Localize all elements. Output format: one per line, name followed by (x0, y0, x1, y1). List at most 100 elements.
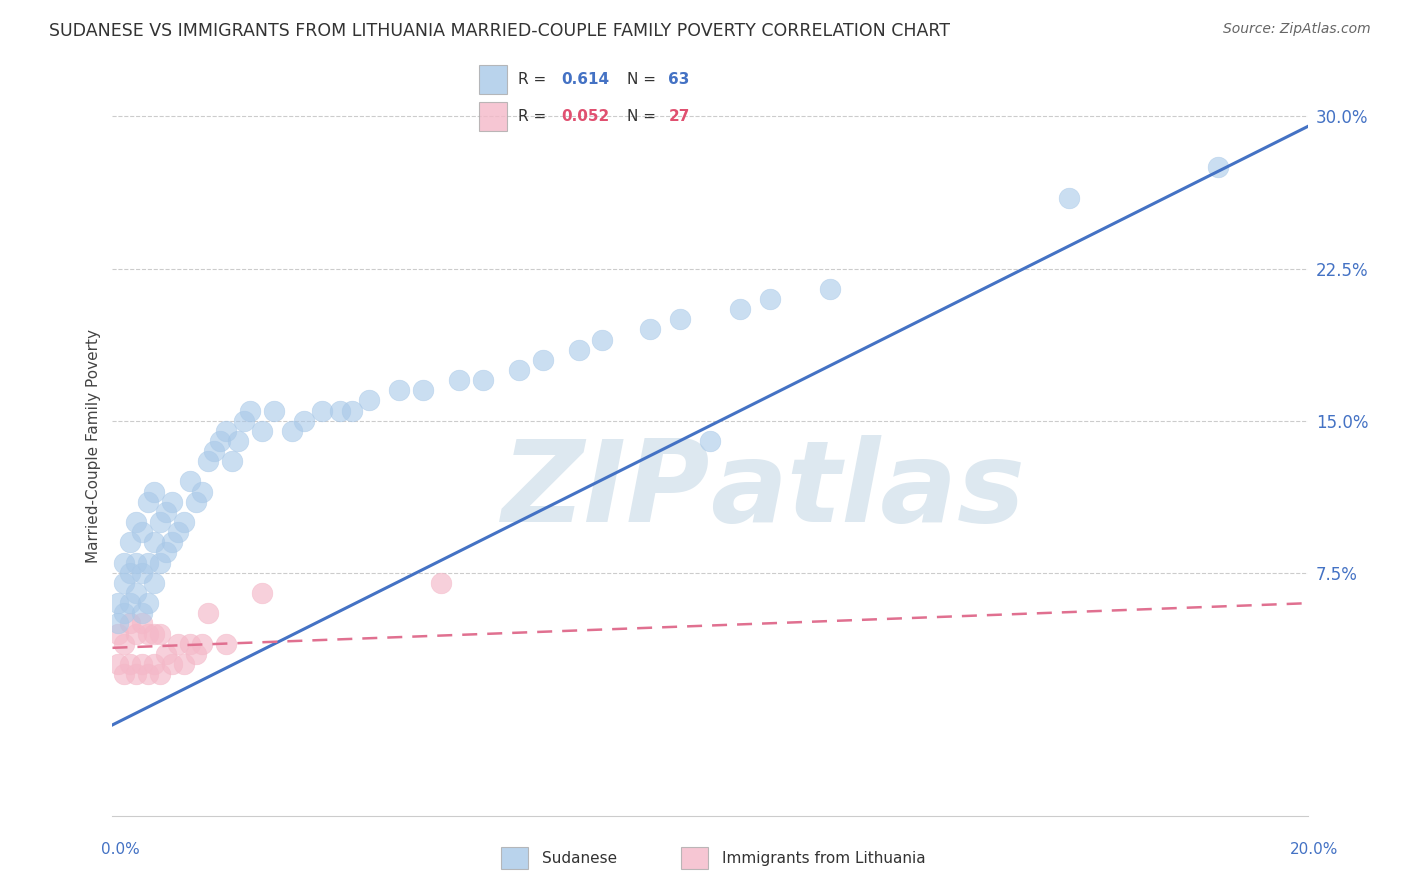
Point (263, 403, 285, 417)
Point (215, 637, 238, 651)
Text: 63: 63 (668, 72, 690, 87)
Point (120, 596, 142, 610)
Point (114, 607, 135, 621)
Point (179, 637, 201, 651)
Point (669, 312, 692, 326)
Y-axis label: Married-Couple Family Poverty: Married-Couple Family Poverty (86, 329, 101, 563)
Point (191, 484, 214, 499)
Point (359, 393, 381, 408)
Point (186, 647, 208, 661)
Point (143, 535, 166, 549)
Point (138, 556, 160, 570)
Point (250, 424, 273, 438)
Bar (479, 65, 506, 95)
Point (162, 535, 183, 549)
Text: R =: R = (517, 72, 551, 87)
Point (114, 637, 135, 651)
Point (107, 616, 129, 631)
Point (114, 575, 135, 590)
Point (281, 424, 304, 438)
Point (472, 373, 495, 387)
Text: SUDANESE VS IMMIGRANTS FROM LITHUANIA MARRIED-COUPLE FAMILY POVERTY CORRELATION : SUDANESE VS IMMIGRANTS FROM LITHUANIA MA… (49, 22, 950, 40)
Point (125, 626, 148, 640)
Text: Source: ZipAtlas.com: Source: ZipAtlas.com (1223, 22, 1371, 37)
Point (173, 657, 195, 671)
Point (592, 333, 614, 347)
Point (107, 657, 129, 671)
Point (179, 475, 201, 489)
Point (531, 352, 554, 367)
Point (131, 607, 153, 621)
Bar (479, 103, 506, 131)
Point (138, 596, 160, 610)
Point (120, 657, 142, 671)
Point (120, 616, 142, 631)
Point (191, 637, 214, 651)
Point (759, 292, 782, 306)
Text: R =: R = (517, 109, 551, 124)
Point (107, 626, 129, 640)
Point (162, 657, 183, 671)
Point (329, 403, 352, 417)
Point (138, 495, 160, 509)
Text: atlas: atlas (710, 435, 1025, 546)
Point (197, 607, 219, 621)
Point (226, 434, 249, 448)
Point (149, 556, 172, 570)
Point (202, 444, 225, 458)
Point (250, 586, 273, 600)
Point (138, 626, 160, 640)
Point (131, 525, 153, 540)
Point (120, 566, 142, 580)
Point (728, 302, 751, 317)
Text: 0.614: 0.614 (561, 72, 610, 87)
Point (1057, 190, 1080, 204)
Text: N =: N = (627, 109, 661, 124)
Text: 0.052: 0.052 (561, 109, 610, 124)
Text: Sudanese: Sudanese (541, 851, 617, 865)
Text: Immigrants from Lithuania: Immigrants from Lithuania (721, 851, 925, 865)
Text: ZIP: ZIP (502, 435, 710, 546)
Point (388, 383, 411, 397)
Point (209, 434, 232, 448)
Point (173, 515, 195, 529)
Point (186, 495, 208, 509)
Point (155, 647, 177, 661)
Point (131, 566, 153, 580)
Point (149, 626, 172, 640)
Point (149, 515, 172, 529)
Point (125, 515, 148, 529)
Point (131, 657, 153, 671)
Point (125, 667, 148, 681)
Point (818, 282, 841, 296)
Point (120, 535, 142, 549)
Point (1206, 160, 1229, 174)
Point (568, 343, 591, 357)
Point (197, 454, 219, 468)
Point (292, 414, 315, 428)
Point (167, 525, 190, 540)
Point (143, 657, 166, 671)
Point (412, 383, 434, 397)
Point (215, 424, 238, 438)
Point (162, 495, 183, 509)
Point (233, 414, 256, 428)
Point (131, 616, 153, 631)
Point (143, 575, 166, 590)
Point (155, 505, 177, 519)
Text: N =: N = (627, 72, 661, 87)
Point (114, 556, 135, 570)
Point (167, 637, 190, 651)
Text: 20.0%: 20.0% (1291, 842, 1339, 856)
Point (149, 667, 172, 681)
Text: 0.0%: 0.0% (101, 842, 141, 856)
Bar (501, 847, 529, 869)
Point (449, 373, 471, 387)
Point (508, 363, 530, 377)
Point (340, 403, 363, 417)
Point (155, 545, 177, 559)
Point (143, 484, 166, 499)
Point (221, 454, 243, 468)
Point (114, 667, 135, 681)
Point (125, 586, 148, 600)
